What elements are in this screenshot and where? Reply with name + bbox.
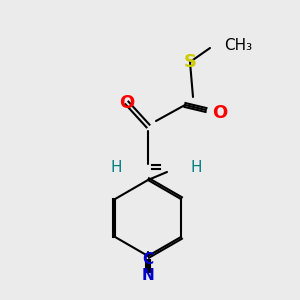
Text: S: S bbox=[184, 53, 196, 71]
Text: N: N bbox=[142, 268, 154, 284]
Text: H: H bbox=[110, 160, 122, 175]
Text: O: O bbox=[212, 104, 228, 122]
Text: O: O bbox=[119, 94, 135, 112]
Text: C: C bbox=[142, 253, 154, 268]
Text: H: H bbox=[190, 160, 202, 175]
Text: CH₃: CH₃ bbox=[224, 38, 252, 52]
